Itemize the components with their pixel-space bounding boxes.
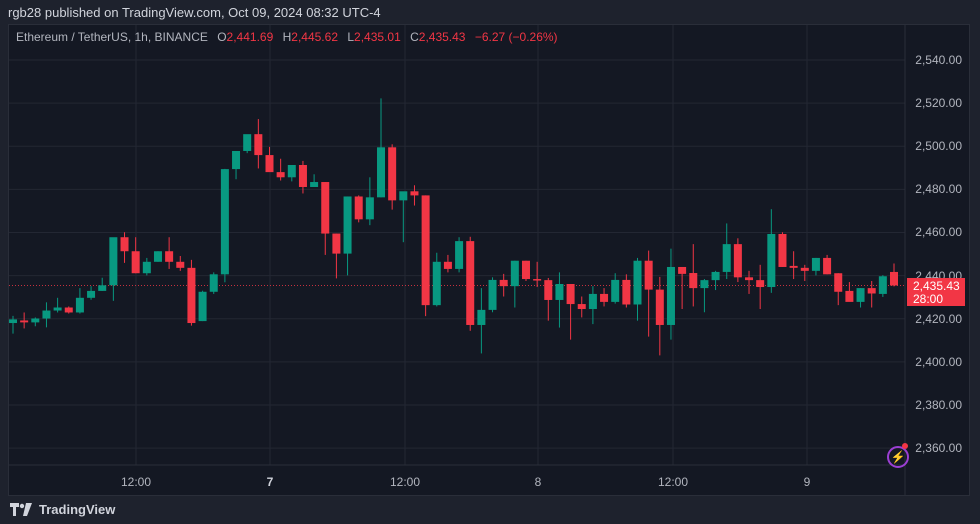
tradingview-logo[interactable]: TradingView: [10, 502, 115, 517]
notification-dot: [902, 443, 908, 449]
price-tick-label: 2,380.00: [915, 397, 962, 412]
price-tick-label: 2,540.00: [915, 53, 962, 67]
change-value: −6.27 (−0.26%): [474, 30, 558, 44]
open-label: O: [217, 30, 227, 44]
price-tick-label: 2,360.00: [915, 441, 962, 456]
price-tick-label: 2,520.00: [915, 96, 962, 111]
time-tick-label: 9: [803, 475, 811, 489]
lightning-icon[interactable]: ⚡: [887, 446, 909, 468]
close-value: 2,435.43: [418, 30, 466, 44]
brand-name: TradingView: [39, 502, 116, 517]
time-tick-label: 8: [534, 475, 542, 489]
time-tick-label: 12:00: [389, 475, 421, 489]
tv-logo-icon: [10, 502, 32, 516]
bar-countdown: 28:00: [913, 292, 944, 306]
time-tick-label: 12:00: [657, 475, 689, 489]
publisher-caption: rgb28 published on TradingView.com, Oct …: [8, 5, 381, 20]
open-value: 2,441.69: [226, 30, 274, 44]
price-tick-label: 2,400.00: [915, 354, 962, 369]
time-tick-label: 12:00: [120, 475, 152, 489]
price-tick-label: 2,420.00: [915, 311, 962, 326]
high-label: H: [282, 30, 292, 44]
low-label: L: [347, 30, 355, 44]
last-price: 2,435.43: [913, 279, 960, 293]
price-tick-label: 2,460.00: [915, 225, 962, 240]
last-price-tag: 2,435.43 28:00: [907, 278, 965, 306]
symbol-legend: Ethereum / TetherUS, 1h, BINANCE O2,441.…: [16, 30, 558, 44]
close-label: C: [410, 30, 419, 44]
symbol-title: Ethereum / TetherUS, 1h, BINANCE: [16, 30, 208, 44]
high-value: 2,445.62: [291, 30, 338, 44]
low-value: 2,435.01: [354, 30, 401, 44]
time-tick-label: 7: [266, 475, 274, 489]
price-tick-label: 2,480.00: [915, 182, 962, 197]
price-tick-label: 2,500.00: [915, 139, 962, 154]
